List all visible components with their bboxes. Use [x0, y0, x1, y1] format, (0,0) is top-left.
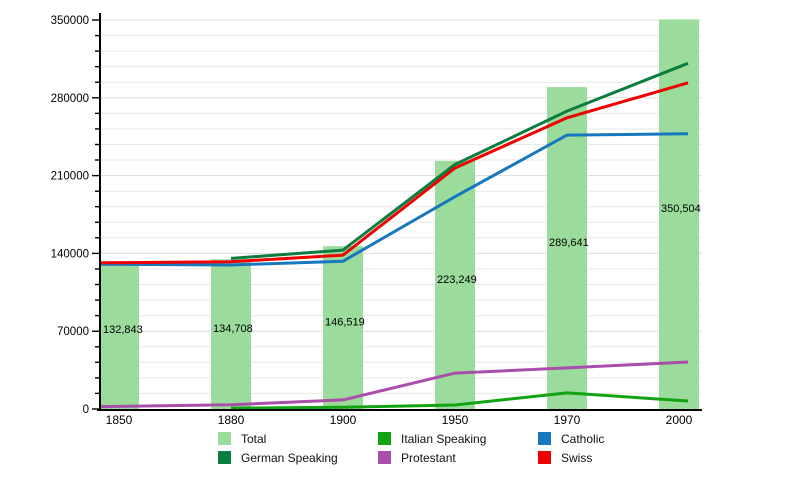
- bar-value-label: 134,708: [213, 323, 253, 335]
- y-tick-label: 140000: [51, 248, 89, 260]
- legend-item-italian-speaking: Italian Speaking: [378, 430, 538, 447]
- legend-swatch-swiss: [538, 451, 551, 464]
- total-bar: [435, 160, 475, 409]
- legend-label: Italian Speaking: [401, 431, 487, 446]
- legend-item-total: Total: [218, 430, 378, 447]
- legend-item-german-speaking: German Speaking: [218, 449, 378, 466]
- total-bar: [101, 261, 139, 409]
- y-tick-label: 0: [83, 404, 89, 416]
- legend-item-swiss: Swiss: [538, 449, 688, 466]
- series-line-german-speaking: [230, 61, 689, 260]
- series-line-italian-speaking: [230, 391, 689, 410]
- legend-swatch-italian-speaking: [378, 432, 391, 445]
- bar-value-label: 146,519: [325, 317, 365, 329]
- legend-swatch-protestant: [378, 451, 391, 464]
- x-tick-label: 1850: [106, 413, 133, 427]
- legend-item-protestant: Protestant: [378, 449, 538, 466]
- legend-label: Total: [241, 431, 267, 446]
- bar-value-label: 132,843: [103, 324, 143, 336]
- total-bar: [211, 259, 251, 409]
- x-tick-label: 1900: [330, 413, 357, 427]
- total-bar: [323, 246, 363, 409]
- y-tick-label: 210000: [51, 171, 89, 183]
- legend-label: German Speaking: [241, 450, 338, 465]
- series-line-protestant: [100, 360, 689, 409]
- series-line-catholic: [100, 132, 689, 267]
- legend-swatch-german-speaking: [218, 451, 231, 464]
- legend-item-catholic: Catholic: [538, 430, 688, 447]
- legend-label: Catholic: [561, 431, 605, 446]
- legend-swatch-catholic: [538, 432, 551, 445]
- chart-legend: Total Italian Speaking Catholic German Spea…: [218, 430, 688, 466]
- series-line-swiss: [100, 81, 689, 265]
- x-tick-label: 2000: [666, 413, 693, 427]
- y-tick-label: 70000: [57, 326, 89, 338]
- x-tick-label: 1950: [442, 413, 469, 427]
- legend-swatch-total: [218, 432, 231, 445]
- bar-value-label: 350,504: [661, 203, 701, 215]
- legend-label: Protestant: [401, 450, 456, 465]
- bar-value-label: 223,249: [437, 274, 477, 286]
- x-tick-label: 1880: [218, 413, 245, 427]
- x-tick-label: 1970: [554, 413, 581, 427]
- bar-value-label: 289,641: [549, 237, 589, 249]
- legend-label: Swiss: [561, 450, 593, 465]
- y-tick-label: 280000: [51, 93, 89, 105]
- chart-canvas: 132,843 134,708 146,519 223,249 289,641 350,5…: [51, 13, 702, 427]
- y-tick-label: 350000: [51, 15, 89, 27]
